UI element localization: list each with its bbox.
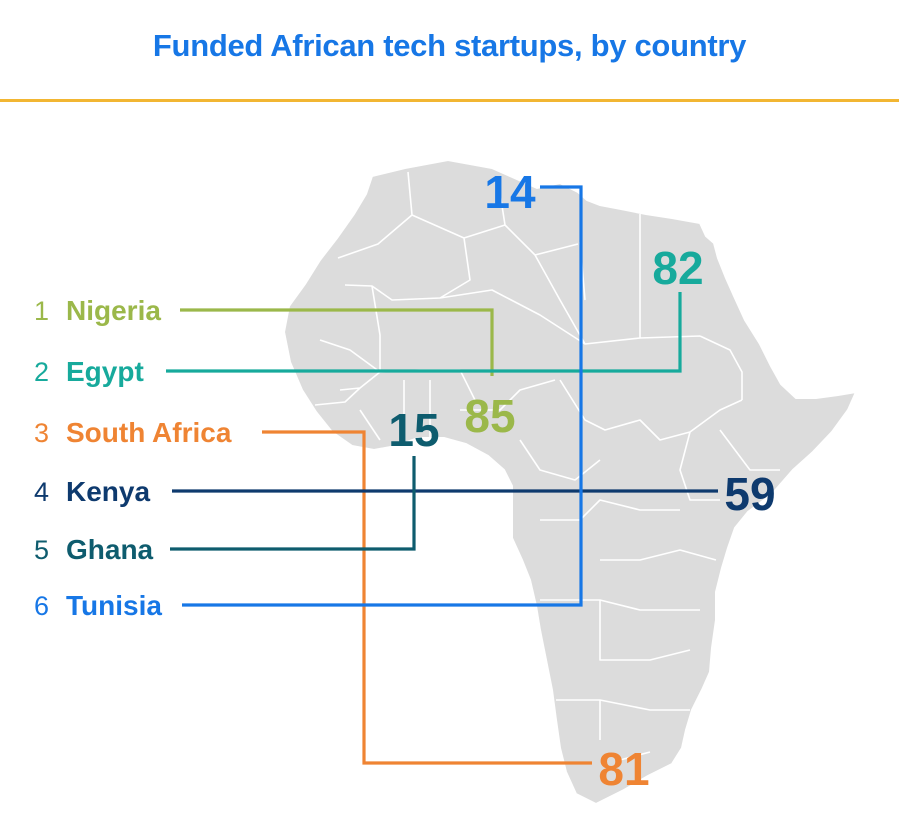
chart-title: Funded African tech startups, by country [152,28,747,63]
leader-line-south-africa [262,430,592,765]
country-labels: 1 Nigeria 2 Egypt 3 South Africa 4 Kenya 5 Ghana 6… [34,295,232,621]
rank-label-kenya: 4 [34,477,49,507]
rank-label-ghana: 5 [34,535,49,565]
value-labels: 85 82 81 59 15 14 [388,166,775,795]
leader-line-tunisia [182,185,583,607]
leader-line-nigeria [180,308,494,376]
leader-line-egypt [166,292,682,373]
value-label-nigeria: 85 [464,390,515,442]
leader-line-ghana [170,456,416,551]
country-label-nigeria: Nigeria [66,295,161,326]
value-label-kenya: 59 [724,468,775,520]
country-label-tunisia: Tunisia [66,590,162,621]
country-label-kenya: Kenya [66,476,150,507]
leader-lines [166,185,718,765]
rank-label-tunisia: 6 [34,591,49,621]
country-label-ghana: Ghana [66,534,154,565]
value-label-south-africa: 81 [598,743,649,795]
title-divider [0,99,899,102]
rank-label-south-africa: 3 [34,418,49,448]
value-label-egypt: 82 [652,242,703,294]
rank-label-nigeria: 1 [34,296,49,326]
value-label-tunisia: 14 [484,166,536,218]
country-label-egypt: Egypt [66,356,144,387]
country-label-south-africa: South Africa [66,417,232,448]
value-label-ghana: 15 [388,404,439,456]
africa-continent-shape [282,158,858,806]
rank-label-egypt: 2 [34,357,49,387]
